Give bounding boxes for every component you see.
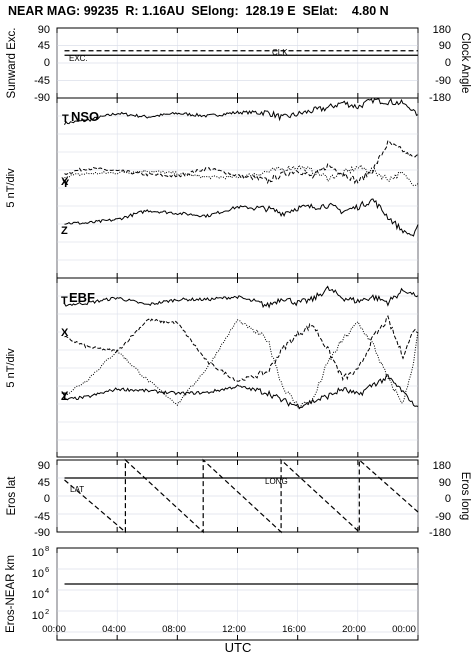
p3-z-label: Z [61,391,68,403]
p1-tick-left: -90 [34,92,50,104]
p5-tick-base: 10 [32,589,44,601]
p4-tick-right: -180 [429,527,451,539]
p2-x-label: X [61,176,69,188]
p2-t-label: T [62,113,69,125]
p5-tick-exp: 2 [45,607,49,616]
p4-tick-left: 0 [44,493,50,505]
p1-right-ticks: 180 90 0 -90 -180 [429,24,451,104]
x-tick-label: 20:00 [342,624,366,635]
figure-title: NEAR MAG: 99235 R: 1.16AU SElong: 128.19… [8,4,389,18]
p2-y-label: Y [62,178,70,190]
p4-ylabel-right: Eros long [459,472,471,521]
p4-tick-right: 90 [439,477,451,489]
p4-tick-right: 0 [445,493,451,505]
p1-exc-label: EXC. [69,54,88,63]
nso-series-t [64,98,419,126]
p4-right-ticks: 180 90 0 -90 -180 [429,460,451,539]
nso-series-x [64,139,419,185]
p3-y-label: Y [61,390,69,402]
p1-tick-right: 180 [433,24,451,36]
p4-tick-left: -45 [34,511,50,523]
p1-clk-label: CLK [272,48,288,57]
x-tick-label: 00:00 [392,624,416,635]
p1-tick-left: 45 [38,40,50,52]
x-tick-label: 16:00 [282,624,306,635]
p5-ylabel-left: Eros-NEAR km [5,555,17,633]
p5-tick-exp: 8 [45,544,49,553]
p2-ylabel-left: 5 nT/div [5,168,17,208]
p1-tick-left: 0 [44,57,50,69]
p5-tick-base: 10 [32,547,44,559]
p1-ylabel-right: Clock Angle [459,33,471,94]
ebf-series-z [64,374,419,410]
p5-tick-exp: 6 [45,565,49,574]
x-axis-ticks: 00:00 04:00 08:00 12:00 16:00 20:00 00:0… [42,624,416,635]
nso-series-y [64,163,419,187]
p5-tick-base: 10 [32,610,44,622]
grid-lines [56,28,419,640]
p3-x-label: X [61,327,69,339]
p1-ylabel-left: Sunward Exc. [6,28,18,99]
p4-ylabel-left: Eros lat [6,476,18,516]
nso-series-z [64,198,419,237]
p2-z-label: Z [61,225,68,237]
x-tick-label: 00:00 [42,624,66,635]
series-layer [64,50,419,585]
p3-ylabel-left: 5 nT/div [5,348,17,388]
p1-tick-left: 90 [38,24,50,36]
ebf-series-t [64,285,419,309]
p4-tick-left: -90 [34,527,50,539]
p4-long-label: LONG [265,477,288,486]
p4-tick-right: -90 [435,511,451,523]
p2-tag: NSO [71,109,99,124]
ebf-series-y [64,319,419,409]
p5-tick-exp: 4 [45,586,49,595]
p1-tick-right: -180 [429,92,451,104]
p4-left-ticks: 90 45 0 -45 -90 [34,460,50,539]
p5-tick-exponents: 8 6 4 2 [45,544,49,616]
x-tick-label: 12:00 [222,624,246,635]
p4-lat-label: LAT [70,485,84,494]
p1-tick-left: -45 [34,75,50,87]
x-tick-label: 04:00 [102,624,126,635]
p1-left-ticks: 90 45 0 -45 -90 [34,24,50,104]
p5-left-ticks: 10 10 10 10 [32,547,44,622]
p4-tick-right: 180 [433,460,451,472]
series-long [64,458,419,534]
p5-tick-base: 10 [32,568,44,580]
x-axis-label: UTC [225,640,252,655]
p3-t-label: T [61,295,68,307]
x-tick-label: 08:00 [162,624,186,635]
p1-tick-right: 90 [439,40,451,52]
ebf-series-x [64,315,419,382]
p1-tick-right: -90 [435,75,451,87]
p4-tick-left: 45 [38,477,50,489]
p1-tick-right: 0 [445,57,451,69]
p4-tick-left: 90 [38,460,50,472]
p3-tag: EBF [69,290,95,305]
